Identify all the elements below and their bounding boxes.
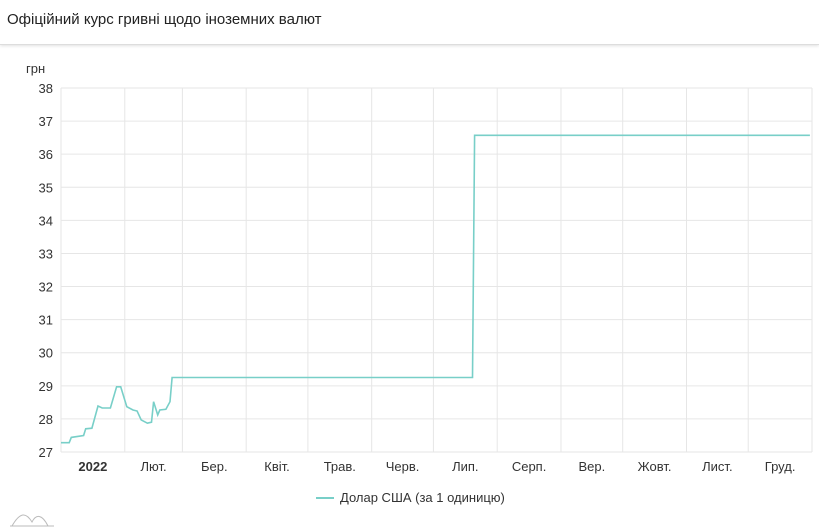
y-tick-label: 31 [39, 313, 53, 328]
page-title: Офіційний курс гривні щодо іноземних вал… [7, 11, 322, 28]
y-tick-label: 38 [39, 81, 53, 96]
x-tick-label: Лют. [141, 459, 167, 474]
x-tick-label: Трав. [324, 459, 356, 474]
x-tick-label: Груд. [765, 459, 796, 474]
y-tick-label: 30 [39, 346, 53, 361]
y-tick-label: 37 [39, 114, 53, 129]
legend-item-usd[interactable]: Долар США (за 1 одиницю) [316, 490, 505, 505]
x-tick-label: Лип. [452, 459, 478, 474]
header: Офіційний курс гривні щодо іноземних вал… [0, 0, 819, 45]
y-tick-label: 33 [39, 246, 53, 261]
x-tick-label: Лист. [702, 459, 732, 474]
x-tick-label: Серп. [512, 459, 547, 474]
x-tick-label: Бер. [201, 459, 228, 474]
y-axis-label: грн [26, 61, 45, 76]
y-tick-label: 29 [39, 379, 53, 394]
x-tick-label: Квіт. [264, 459, 290, 474]
x-tick-label: Черв. [386, 459, 420, 474]
x-tick-label: 2022 [78, 459, 107, 474]
series-line-usd [61, 134, 810, 444]
y-tick-label: 28 [39, 412, 53, 427]
y-tick-label: 35 [39, 180, 53, 195]
y-tick-label: 34 [39, 213, 53, 228]
y-tick-label: 27 [39, 445, 53, 460]
legend-swatch [316, 496, 334, 499]
x-tick-label: Вер. [578, 459, 605, 474]
y-tick-label: 36 [39, 147, 53, 162]
logo-icon [11, 514, 49, 527]
legend-label: Долар США (за 1 одиницю) [340, 490, 505, 505]
y-tick-label: 32 [39, 280, 53, 295]
x-tick-label: Жовт. [638, 459, 672, 474]
